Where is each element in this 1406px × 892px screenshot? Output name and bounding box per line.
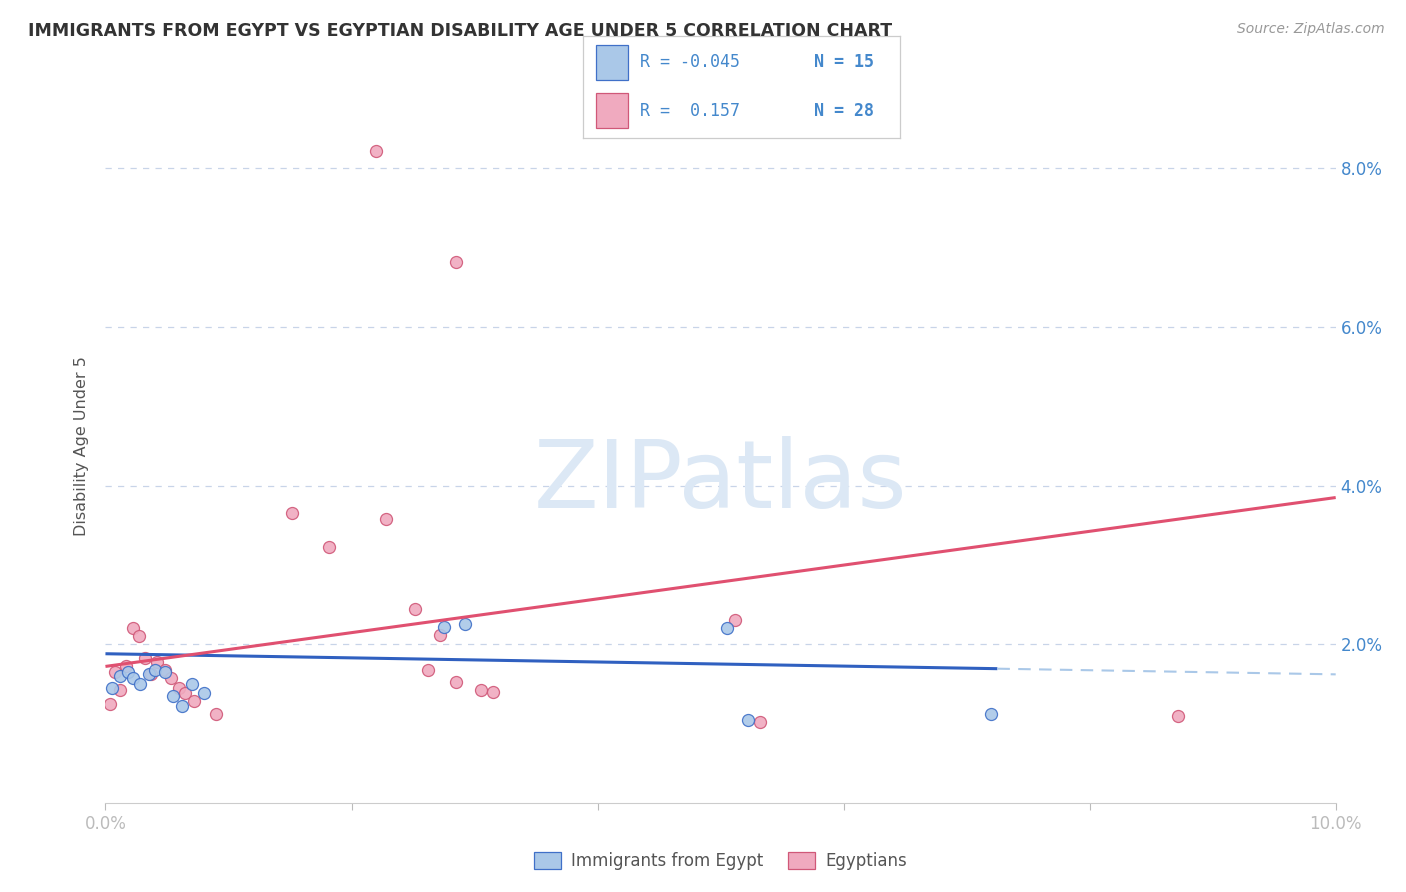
Bar <box>596 45 627 79</box>
Point <box>162 689 184 703</box>
Point <box>170 699 193 714</box>
Point <box>174 686 197 700</box>
Text: N = 28: N = 28 <box>814 102 875 120</box>
Text: R =  0.157: R = 0.157 <box>641 102 741 120</box>
Text: IMMIGRANTS FROM EGYPT VS EGYPTIAN DISABILITY AGE UNDER 5 CORRELATION CHART: IMMIGRANTS FROM EGYPT VS EGYPTIAN DISABI… <box>28 22 893 40</box>
Point <box>121 671 143 685</box>
Point <box>205 706 228 721</box>
Y-axis label: Disability Age Under 5: Disability Age Under 5 <box>75 356 90 536</box>
Point <box>110 683 132 698</box>
Point <box>433 620 456 634</box>
Point <box>143 663 166 677</box>
Point <box>193 686 215 700</box>
Point <box>100 681 122 695</box>
Point <box>183 694 205 708</box>
Point <box>128 629 150 643</box>
Point <box>482 685 505 699</box>
Point <box>737 713 759 727</box>
Point <box>405 601 427 615</box>
Point <box>444 675 467 690</box>
Point <box>980 706 1002 721</box>
Point <box>470 683 492 698</box>
Point <box>139 667 162 681</box>
Point <box>146 655 169 669</box>
Point <box>138 667 160 681</box>
Point <box>716 621 738 635</box>
Text: N = 15: N = 15 <box>814 54 875 71</box>
Point <box>98 697 122 711</box>
Bar <box>596 93 627 128</box>
Point <box>281 507 304 521</box>
Point <box>134 651 156 665</box>
Point <box>153 665 176 679</box>
Point <box>724 614 747 628</box>
Point <box>115 659 138 673</box>
Point <box>169 681 191 695</box>
Point <box>453 617 475 632</box>
Point <box>110 669 132 683</box>
Point <box>429 628 451 642</box>
Point <box>104 665 127 679</box>
Point <box>1167 708 1189 723</box>
Point <box>318 541 340 555</box>
Point <box>121 621 143 635</box>
Point <box>444 255 467 269</box>
Point <box>749 714 772 729</box>
Point <box>117 665 139 679</box>
Point <box>374 512 398 526</box>
Point <box>416 663 439 677</box>
Text: R = -0.045: R = -0.045 <box>641 54 741 71</box>
Text: ZIPatlas: ZIPatlas <box>534 435 907 528</box>
Point <box>159 671 181 685</box>
Point <box>366 144 388 158</box>
Point <box>129 677 152 691</box>
Point <box>153 663 176 677</box>
Legend: Immigrants from Egypt, Egyptians: Immigrants from Egypt, Egyptians <box>527 845 914 877</box>
Point <box>180 677 202 691</box>
Text: Source: ZipAtlas.com: Source: ZipAtlas.com <box>1237 22 1385 37</box>
